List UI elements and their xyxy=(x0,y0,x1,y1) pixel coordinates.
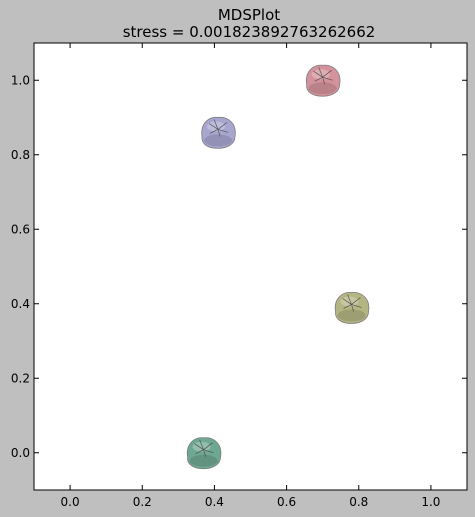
plot-area xyxy=(33,42,468,491)
data-points xyxy=(186,64,370,470)
y-tick-label: 0.6 xyxy=(11,222,30,236)
y-tick-label: 0.0 xyxy=(11,446,30,460)
x-tick-label: 0.4 xyxy=(205,495,224,509)
data-point xyxy=(201,116,236,149)
y-tick-label: 0.8 xyxy=(11,148,30,162)
chart-title: MDSPlot xyxy=(218,6,280,24)
y-tick-label: 1.0 xyxy=(11,73,30,87)
x-tick-label: 0.8 xyxy=(349,495,368,509)
x-tick-label: 1.0 xyxy=(421,495,440,509)
data-point xyxy=(334,292,370,324)
chart-subtitle: stress = 0.001823892763262662 xyxy=(123,23,376,41)
x-tick-label: 0.0 xyxy=(61,495,80,509)
data-point xyxy=(186,437,222,470)
x-tick-label: 0.2 xyxy=(133,495,152,509)
axis-ticks: 0.0 0.2 0.4 0.6 0.8 1.0 0.0 0.2 0.4 0.6 0.8 1.0 xyxy=(11,43,467,509)
y-tick-label: 0.4 xyxy=(11,297,30,311)
y-tick-label: 0.2 xyxy=(11,371,30,385)
data-point xyxy=(305,64,341,97)
x-tick-label: 0.6 xyxy=(277,495,296,509)
